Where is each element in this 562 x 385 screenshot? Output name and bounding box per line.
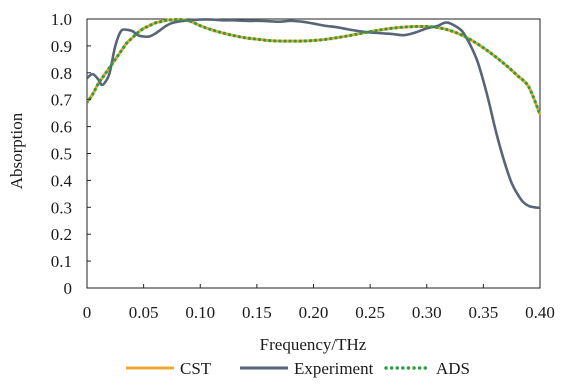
y-tick-label: 0	[64, 279, 73, 298]
x-tick-label: 0.10	[185, 303, 215, 322]
x-tick-label: 0.05	[129, 303, 159, 322]
y-tick-label: 0.8	[51, 64, 72, 83]
legend-label-experiment: Experiment	[294, 359, 374, 378]
x-tick-label: 0.30	[412, 303, 442, 322]
y-tick-label: 0.1	[51, 252, 72, 271]
plot-border	[86, 18, 541, 289]
y-tick-label: 0.2	[51, 225, 72, 244]
y-tick-label: 0.4	[51, 171, 73, 190]
y-tick-label: 0.9	[51, 37, 72, 56]
x-tick-label: 0.25	[355, 303, 385, 322]
series-layer	[87, 17, 542, 210]
y-tick-label: 0.6	[51, 118, 72, 137]
x-tick-label: 0.15	[242, 303, 272, 322]
legend: CST Experiment ADS	[126, 359, 470, 378]
x-tick-label: 0	[83, 303, 92, 322]
x-axis-label: Frequency/THz	[260, 335, 367, 354]
y-tick-label: 1.0	[51, 10, 72, 29]
x-tick-label: 0.20	[299, 303, 329, 322]
series-line-ads	[87, 17, 542, 117]
y-tick-label: 0.3	[51, 198, 72, 217]
legend-label-ads: ADS	[436, 359, 470, 378]
y-axis-label: Absorption	[7, 112, 26, 189]
series-line-experiment	[87, 18, 541, 210]
plot-area	[86, 18, 541, 289]
y-tick-label: 0.5	[51, 145, 72, 164]
x-tick-label: 0.35	[469, 303, 499, 322]
y-tick-label: 0.7	[51, 91, 73, 110]
tick-labels: 0 0.1 0.2 0.3 0.4 0.5 0.6 0.7 0.8 0.9 1.0 0 0.05 0.10…	[51, 10, 555, 322]
x-tick-label: 0.40	[525, 303, 555, 322]
legend-label-cst: CST	[180, 359, 212, 378]
